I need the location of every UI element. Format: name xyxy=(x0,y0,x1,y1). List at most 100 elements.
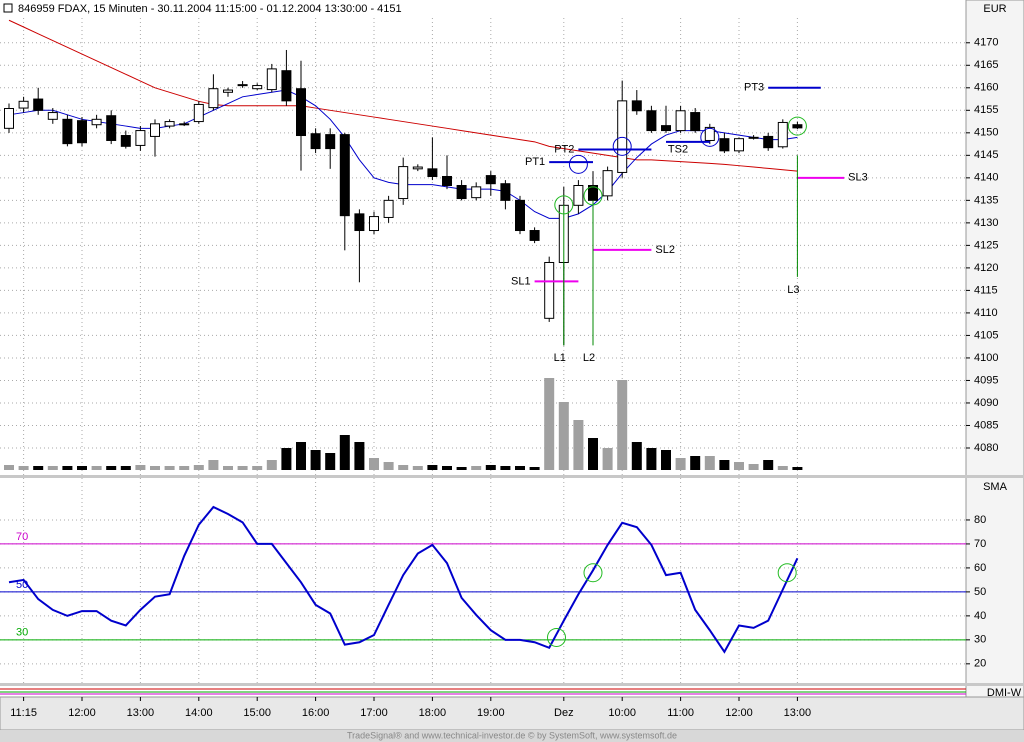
icon xyxy=(3,3,13,13)
candle-body xyxy=(544,261,555,319)
level-label: SL2 xyxy=(655,244,675,256)
candle-body xyxy=(573,184,584,206)
candle-body xyxy=(77,120,87,144)
y-tick-label: 4125 xyxy=(974,239,998,251)
candle-body xyxy=(62,118,73,145)
candle-body xyxy=(208,88,219,109)
volume-bar xyxy=(792,467,803,470)
y-tick-label: 70 xyxy=(974,538,986,550)
candle-body xyxy=(515,199,525,232)
candle-body xyxy=(237,84,248,87)
volume-bar xyxy=(412,466,423,470)
volume-bar xyxy=(573,420,584,470)
volume-bar xyxy=(354,442,365,470)
pane-separator xyxy=(0,683,1024,686)
y-tick-label: 4165 xyxy=(974,59,998,71)
volume-bar xyxy=(471,466,482,470)
y-tick-label: 4100 xyxy=(974,352,998,364)
moving-average xyxy=(8,19,798,172)
y-tick-label: 4140 xyxy=(974,172,998,184)
axis-label: EUR xyxy=(983,3,1006,15)
volume-bar xyxy=(763,460,774,470)
candle-body xyxy=(485,175,496,185)
marker xyxy=(787,116,807,136)
x-tick-label: 18:00 xyxy=(419,707,447,719)
x-tick-label: 14:00 xyxy=(185,707,213,719)
volume-bar xyxy=(4,465,14,470)
volume-bar xyxy=(135,465,146,470)
candle-body xyxy=(412,166,423,170)
volume-bar xyxy=(646,448,657,470)
y-tick-label: 4110 xyxy=(974,307,998,319)
candle-body xyxy=(310,133,321,150)
signal-label: L1 xyxy=(554,352,566,364)
candle-body xyxy=(193,103,204,123)
y-tick-label: 4105 xyxy=(974,329,998,341)
volume-bar xyxy=(47,466,58,470)
candle-body xyxy=(354,213,365,232)
candle-body xyxy=(4,108,14,129)
candle-body xyxy=(281,70,292,102)
marker xyxy=(547,627,566,647)
axis-label: DMI-W xyxy=(987,687,1022,699)
level-label: 30 xyxy=(16,627,28,639)
volume-bar xyxy=(398,465,409,470)
candle-body xyxy=(690,112,701,132)
y-tick-label: 50 xyxy=(974,586,986,598)
pane-separator xyxy=(0,475,1024,478)
candle-body xyxy=(734,138,744,152)
candle-body xyxy=(704,126,715,141)
volume-bar xyxy=(558,402,569,470)
volume-bar xyxy=(675,458,686,470)
candle-body xyxy=(398,166,409,200)
right-axis xyxy=(965,0,1024,701)
volume-bar xyxy=(369,458,379,470)
volume-bar xyxy=(485,465,496,470)
x-tick-label: 13:00 xyxy=(127,707,155,719)
candle-body xyxy=(602,170,613,197)
y-tick-label: 4115 xyxy=(974,284,998,296)
volume-bar xyxy=(237,466,248,470)
candle-body xyxy=(91,118,102,126)
level-label: 70 xyxy=(16,531,28,543)
volume-bar xyxy=(777,466,788,470)
candle-body xyxy=(47,112,58,120)
footer: TradeSignal® and www.technical-investor.… xyxy=(347,730,677,740)
volume-bar xyxy=(734,462,744,470)
candle-body xyxy=(748,136,759,139)
marker xyxy=(777,563,797,583)
volume-bar xyxy=(120,466,131,470)
volume-bar xyxy=(266,460,277,470)
volume-bar xyxy=(339,435,350,470)
candle-body xyxy=(777,121,788,148)
candle-body xyxy=(179,123,190,126)
volume-bar xyxy=(456,467,467,470)
x-tick-label: 15:00 xyxy=(243,707,271,719)
x-tick-label: Dez xyxy=(554,707,574,719)
volume-bar xyxy=(62,466,73,470)
volume-bar xyxy=(529,467,540,470)
candle-body xyxy=(164,121,175,127)
candle-body xyxy=(150,123,160,137)
volume-bar xyxy=(18,466,29,470)
signal-label: L3 xyxy=(787,284,799,296)
candle-body xyxy=(719,138,730,152)
candle-body xyxy=(442,175,452,186)
candle-body xyxy=(792,124,803,129)
volume-bar xyxy=(588,438,598,470)
volume-bar xyxy=(77,466,87,470)
x-tick-label: 17:00 xyxy=(360,707,388,719)
x-tick-label: 11:00 xyxy=(667,707,694,719)
volume-bar xyxy=(208,460,219,470)
y-tick-label: 4130 xyxy=(974,217,998,229)
x-tick-label: 10:00 xyxy=(608,707,636,719)
y-tick-label: 30 xyxy=(974,634,986,646)
x-tick-label: 13:00 xyxy=(784,707,812,719)
volume-bar xyxy=(661,450,671,470)
candle-body xyxy=(763,135,774,149)
volume-bar xyxy=(544,378,555,470)
volume-bar xyxy=(427,465,438,470)
volume-bar xyxy=(310,450,321,470)
level-label: PT2 xyxy=(554,143,574,155)
